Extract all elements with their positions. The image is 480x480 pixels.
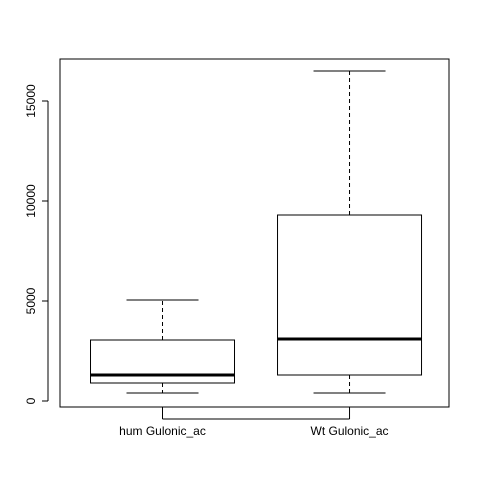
y-tick-label: 10000 <box>24 184 38 218</box>
plot-frame <box>59 58 450 408</box>
x-tick-label: Wt Gulonic_ac <box>311 424 389 438</box>
boxes-layer <box>90 70 423 394</box>
y-tick-label: 0 <box>24 397 38 404</box>
iqr-box <box>277 214 423 376</box>
y-tick-label: 5000 <box>24 287 38 314</box>
iqr-box <box>90 339 236 384</box>
y-axis: 0 5000 10000 15000 <box>24 84 49 404</box>
y-tick-label: 15000 <box>24 84 38 118</box>
x-axis: hum Gulonic_ac Wt Gulonic_ac <box>119 407 389 438</box>
box-group <box>90 299 236 394</box>
x-tick-label: hum Gulonic_ac <box>119 424 206 438</box>
box-group <box>277 70 423 394</box>
